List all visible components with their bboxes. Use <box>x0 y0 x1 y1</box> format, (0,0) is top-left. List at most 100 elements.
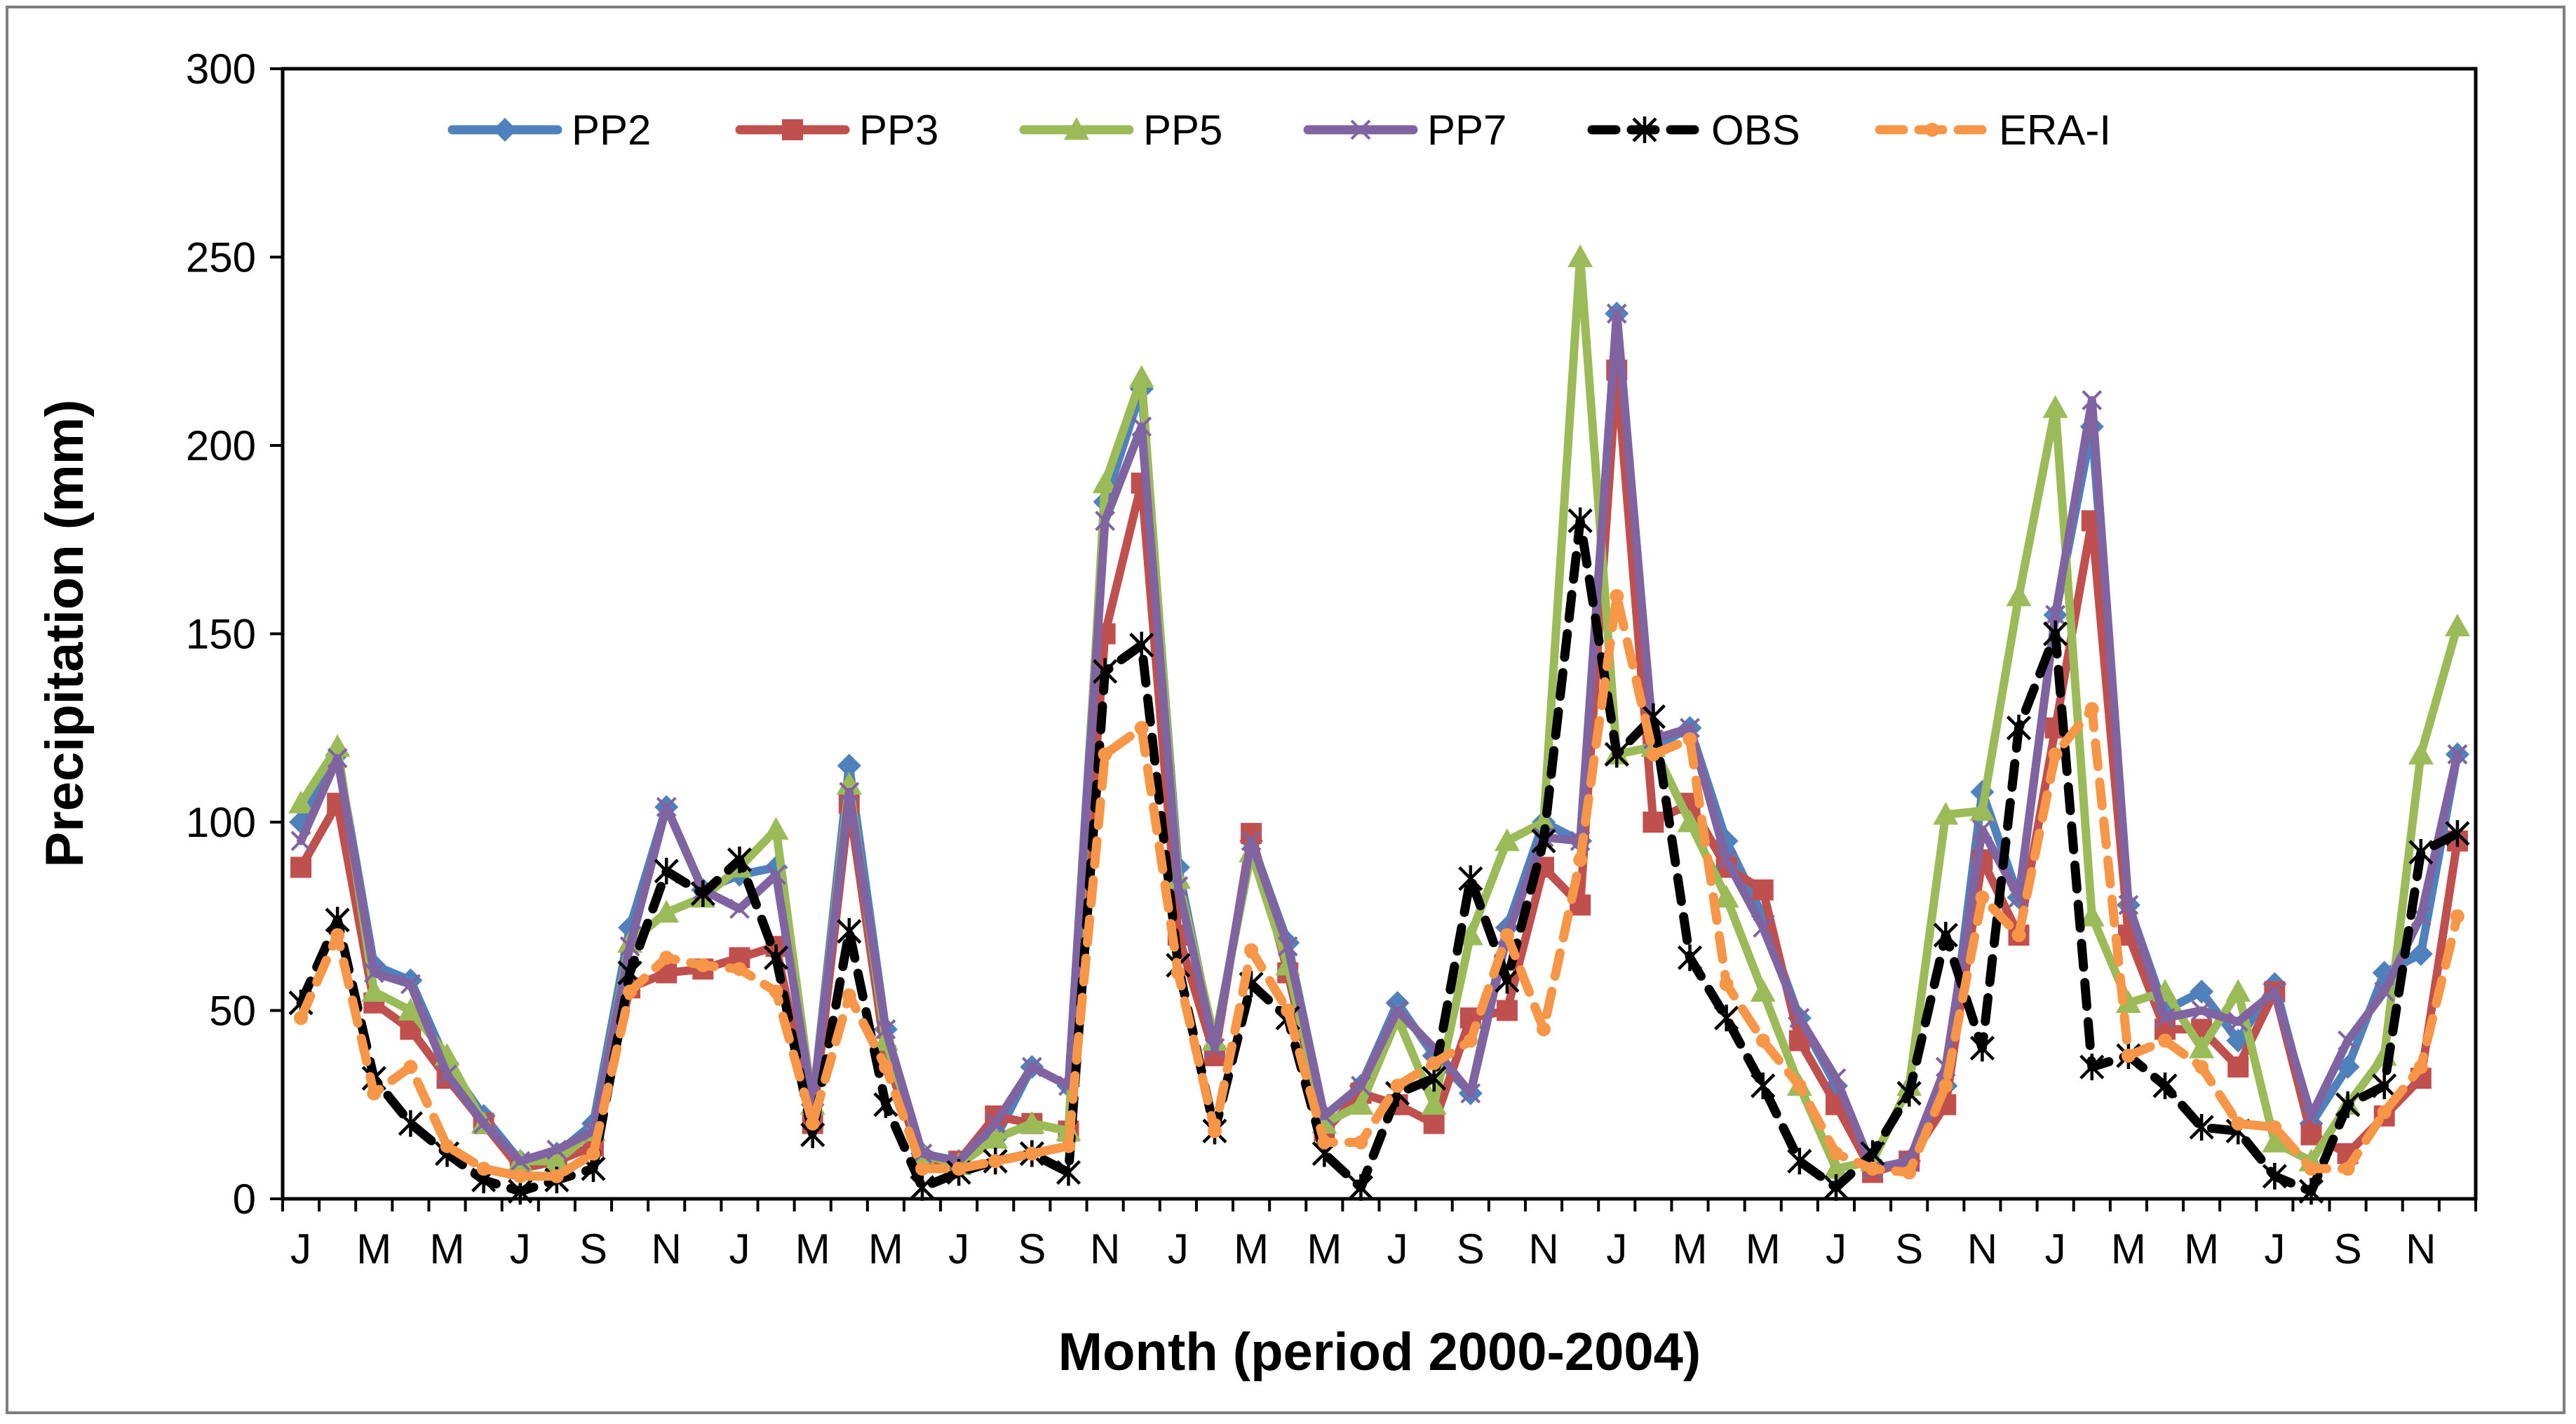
data-point <box>1933 922 1958 949</box>
data-point <box>1457 922 1483 946</box>
data-point <box>294 1011 309 1026</box>
data-point <box>2043 620 2068 647</box>
data-point <box>1499 928 1514 943</box>
data-point <box>290 857 312 878</box>
legend-item-pp5: PP5 <box>1019 107 1222 154</box>
legend-marker <box>1064 117 1089 140</box>
data-point <box>1348 1174 1374 1201</box>
data-point <box>1610 589 1624 603</box>
data-point <box>2408 838 2434 866</box>
legend-item-pp7: PP7 <box>1303 107 1506 154</box>
data-point <box>2225 979 2251 1002</box>
data-point <box>654 899 680 923</box>
data-point <box>763 817 789 840</box>
data-point <box>985 1113 1006 1134</box>
data-point <box>623 984 638 999</box>
y-tick-label: 50 <box>209 988 256 1035</box>
legend-marker <box>493 118 517 142</box>
data-point <box>1387 1000 1408 1021</box>
data-point <box>1789 1007 1810 1028</box>
data-point <box>1972 819 1992 840</box>
x-tick-label: M <box>795 1225 830 1272</box>
data-point <box>330 928 345 943</box>
data-point <box>2264 981 2285 1002</box>
data-point <box>1677 810 1703 833</box>
data-point <box>696 958 710 973</box>
x-tick-label: N <box>1090 1225 1120 1272</box>
x-tick-label: M <box>1746 1225 1781 1272</box>
data-point <box>1463 1033 1478 1048</box>
x-tick-label: M <box>1672 1225 1707 1272</box>
data-point <box>2194 1060 2209 1075</box>
data-point <box>1171 965 1185 980</box>
data-point <box>2190 979 2214 1004</box>
data-point <box>1095 510 1116 531</box>
legend-marker <box>1350 119 1371 140</box>
data-point <box>766 864 786 885</box>
data-point <box>2227 1012 2248 1033</box>
data-point <box>1969 1035 1995 1062</box>
data-point <box>2011 928 2026 943</box>
data-point <box>290 831 311 852</box>
data-point <box>1677 944 1703 972</box>
data-point <box>1866 1162 1880 1176</box>
data-point <box>2298 1178 2324 1205</box>
data-point <box>361 979 387 1002</box>
data-point <box>2121 1048 2136 1063</box>
data-point <box>327 748 348 769</box>
data-point <box>878 1060 893 1075</box>
data-point <box>1606 303 1627 324</box>
data-point <box>2006 583 2032 607</box>
x-tick-label: J <box>729 1225 750 1272</box>
data-point <box>2374 981 2395 1002</box>
data-point <box>983 1126 1009 1149</box>
series-layer <box>288 244 2470 1205</box>
data-point <box>367 1086 382 1101</box>
data-point <box>2262 1162 2287 1190</box>
data-point <box>1019 1110 1045 1134</box>
data-point <box>1098 747 1112 762</box>
data-point <box>1828 1146 1843 1161</box>
data-point <box>2227 1056 2249 1078</box>
data-point <box>2084 701 2099 716</box>
data-point <box>1567 507 1593 535</box>
data-point <box>544 1148 569 1171</box>
data-point <box>2408 741 2434 765</box>
data-point <box>2042 395 2068 418</box>
data-point <box>2300 1124 2322 1146</box>
legend-label: PP3 <box>859 107 938 154</box>
data-point <box>1680 718 1700 739</box>
data-point <box>915 1162 930 1176</box>
data-point <box>2301 1106 2321 1127</box>
data-point <box>1896 1080 1922 1107</box>
data-point <box>952 1162 966 1176</box>
data-point <box>1713 885 1739 908</box>
x-tick-label: J <box>948 1225 969 1272</box>
data-point <box>288 791 314 814</box>
data-point <box>1025 1146 1039 1161</box>
series-line <box>296 591 2462 1181</box>
data-point <box>2377 1105 2392 1120</box>
legend: PP2 PP3 PP5 PP7 OBS ERA-I <box>447 107 2111 154</box>
data-point <box>769 984 783 999</box>
data-point <box>1131 416 1152 437</box>
data-point <box>1683 732 1697 746</box>
data-point <box>988 1154 1003 1169</box>
x-tick-label: N <box>652 1225 682 1272</box>
data-point <box>546 1139 567 1160</box>
legend-label: PP5 <box>1143 107 1222 154</box>
y-axis-title: Precipitation (mm) <box>35 399 95 867</box>
legend-item-pp3: PP3 <box>735 107 938 154</box>
data-point <box>1823 1174 1849 1201</box>
data-point <box>2231 1116 2246 1131</box>
series-era-i <box>294 589 2464 1183</box>
legend-marker <box>782 119 803 140</box>
data-point <box>654 857 679 885</box>
data-point <box>1354 1135 1368 1150</box>
data-point <box>2079 1054 2105 1081</box>
data-point <box>2154 1007 2176 1028</box>
data-point <box>1317 1135 1332 1150</box>
data-point <box>2079 904 2105 927</box>
data-point <box>839 781 860 802</box>
data-point <box>1494 828 1520 852</box>
